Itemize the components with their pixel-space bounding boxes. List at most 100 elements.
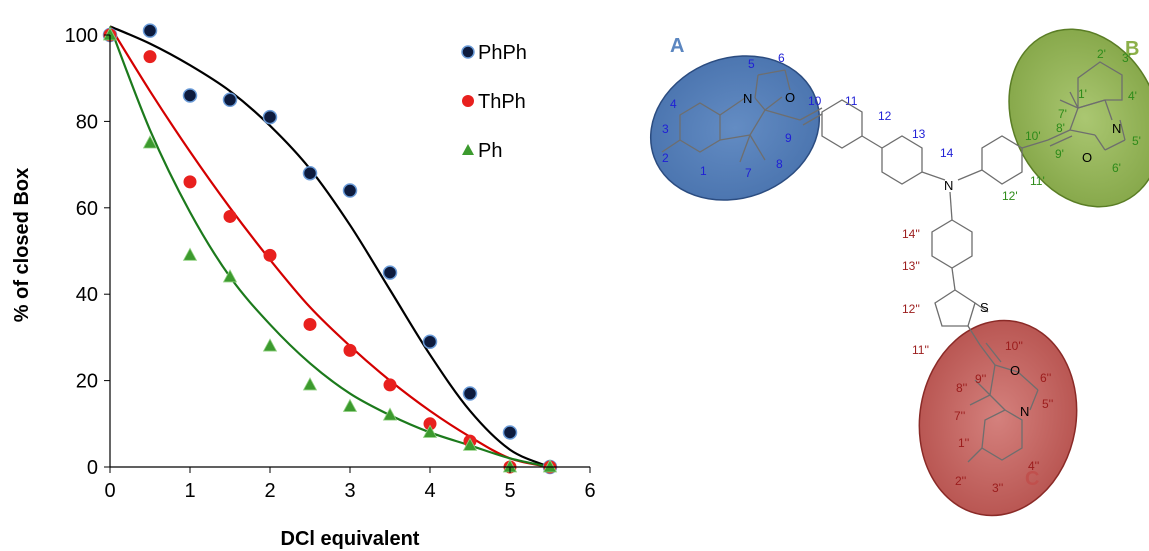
region-c-label: C	[1025, 468, 1039, 490]
x-tick-label: 0	[104, 480, 115, 502]
data-point-phph	[342, 183, 358, 198]
data-points	[102, 23, 558, 475]
data-point-phph	[222, 92, 238, 108]
svg-text:12'': 12''	[902, 302, 920, 316]
y-tick-label: 80	[76, 111, 98, 133]
data-point-ph	[302, 377, 318, 391]
svg-text:13: 13	[912, 127, 926, 141]
fragment-c-bonds	[931, 191, 1039, 463]
data-point-ph	[182, 247, 198, 261]
atom-o-a: O	[785, 90, 795, 105]
svg-text:4: 4	[670, 97, 677, 111]
legend-marker-thph	[462, 95, 474, 107]
svg-text:11'': 11''	[912, 343, 929, 357]
svg-text:11: 11	[845, 94, 858, 108]
atom-o-b: O	[1082, 150, 1092, 165]
y-tick-label: 20	[76, 371, 98, 393]
x-tick-label: 1	[184, 480, 195, 502]
svg-text:12': 12'	[1002, 189, 1018, 203]
x-tick-label: 6	[584, 480, 595, 502]
svg-text:5: 5	[748, 57, 755, 71]
svg-text:6: 6	[778, 51, 785, 65]
svg-text:2'': 2''	[955, 474, 966, 488]
data-point-ph	[462, 437, 478, 451]
data-point-ph	[422, 424, 438, 438]
svg-text:10': 10'	[1025, 129, 1041, 143]
svg-text:6': 6'	[1112, 161, 1121, 175]
data-point-thph	[143, 50, 157, 64]
data-point-phph	[422, 334, 438, 349]
fragment-c-numbers: 1'' 2'' 3'' 4'' 5'' 6'' 7'' 8'' 9'' 10''…	[902, 227, 1053, 495]
svg-text:3: 3	[662, 122, 669, 136]
y-axis-title: % of closed Box	[11, 168, 33, 322]
legend-marker-ph	[462, 144, 474, 155]
svg-text:8: 8	[776, 157, 783, 171]
data-point-thph	[303, 317, 317, 331]
svg-text:13'': 13''	[902, 259, 920, 273]
svg-text:8'': 8''	[956, 381, 967, 395]
data-point-ph	[542, 459, 558, 473]
data-point-phph	[142, 23, 158, 38]
y-tick-label: 60	[76, 198, 98, 220]
data-point-phph	[382, 265, 398, 280]
fragment-a-numbers: 1 2 3 4 5 6 7 8 9 10 11 12 13 14	[662, 51, 954, 180]
y-tick-label: 0	[87, 457, 98, 479]
data-point-phph	[262, 109, 278, 125]
data-point-thph	[263, 248, 277, 262]
legend-label-ph: Ph	[478, 140, 502, 162]
svg-text:9'': 9''	[975, 372, 986, 386]
svg-text:12: 12	[878, 109, 892, 123]
svg-text:4'': 4''	[1028, 459, 1039, 473]
svg-text:10'': 10''	[1005, 339, 1023, 353]
x-axis-title: DCl equivalent	[281, 528, 420, 550]
svg-text:3'': 3''	[992, 481, 1003, 495]
data-point-phph	[462, 386, 478, 401]
svg-text:4': 4'	[1128, 89, 1137, 103]
svg-text:6'': 6''	[1040, 371, 1051, 385]
fragment-b-bonds	[957, 61, 1126, 185]
svg-text:2': 2'	[1097, 47, 1106, 61]
data-point-phph	[302, 165, 318, 181]
y-tick-label: 100	[65, 25, 98, 47]
data-point-thph	[343, 343, 357, 357]
legend: PhPh ThPh Ph	[461, 42, 527, 162]
legend-label-phph: PhPh	[478, 42, 527, 64]
atom-n-b: N	[1112, 121, 1121, 136]
atom-o-c: O	[1010, 363, 1020, 378]
fragment-b-numbers: 1' 2' 3' 4' 5' 6' 7' 8' 9' 10' 11' 12'	[1002, 47, 1141, 203]
x-tick-label: 5	[504, 480, 515, 502]
data-point-phph	[502, 425, 518, 440]
data-point-phph	[182, 88, 198, 103]
atom-n-center: N	[944, 178, 953, 193]
data-point-ph	[222, 269, 238, 283]
x-tick-label: 4	[424, 480, 435, 502]
data-point-ph	[382, 407, 398, 421]
region-b-ellipse	[1008, 28, 1149, 208]
region-c-ellipse	[918, 319, 1078, 517]
svg-text:14: 14	[940, 146, 954, 160]
svg-text:9': 9'	[1055, 147, 1064, 161]
svg-text:14'': 14''	[902, 227, 920, 241]
x-tick-label: 3	[344, 480, 355, 502]
svg-text:11': 11'	[1030, 174, 1045, 188]
legend-marker-phph	[461, 45, 475, 59]
fragment-a-bonds	[661, 69, 823, 163]
y-tick-label: 40	[76, 284, 98, 306]
legend-label-thph: ThPh	[478, 91, 526, 113]
x-tick-label: 2	[264, 480, 275, 502]
data-point-ph	[262, 338, 278, 352]
svg-text:9: 9	[785, 131, 792, 145]
molecule-structure: A B C N O 1 2 3 4 5 6 7 8 9 10 11 12 13 …	[649, 28, 1149, 517]
svg-text:7: 7	[745, 166, 752, 180]
svg-text:7': 7'	[1058, 107, 1067, 121]
data-point-thph	[183, 175, 197, 189]
axes	[104, 34, 591, 473]
region-a-ellipse	[649, 55, 821, 201]
svg-text:5'': 5''	[1042, 397, 1053, 411]
data-point-thph	[423, 417, 437, 431]
svg-text:2: 2	[662, 151, 669, 165]
data-point-ph	[342, 398, 358, 412]
svg-text:7'': 7''	[954, 409, 965, 423]
